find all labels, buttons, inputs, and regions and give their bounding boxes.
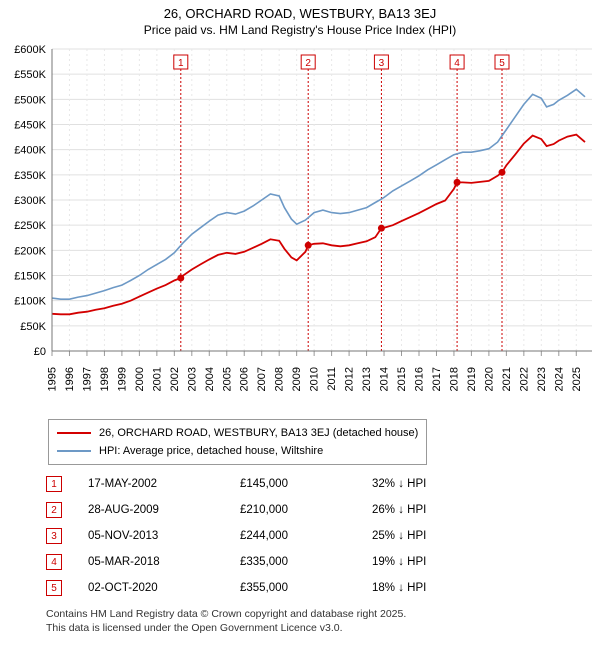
event-marker-box: 1 <box>46 476 62 492</box>
svg-text:2005: 2005 <box>221 367 233 391</box>
events-table: 1 17-MAY-2002 £145,000 32% ↓ HPI 2 28-AUG-200… <box>46 471 590 601</box>
svg-text:1998: 1998 <box>99 367 111 391</box>
svg-text:2002: 2002 <box>169 367 181 391</box>
footer-line: This data is licensed under the Open Gov… <box>46 621 590 635</box>
svg-text:1995: 1995 <box>47 367 59 391</box>
svg-text:2019: 2019 <box>466 367 478 391</box>
svg-text:1: 1 <box>178 58 184 69</box>
svg-text:2013: 2013 <box>361 367 373 391</box>
event-price: £355,000 <box>240 582 350 594</box>
footer-line: Contains HM Land Registry data © Crown c… <box>46 607 590 621</box>
svg-text:£550K: £550K <box>14 69 46 81</box>
event-row: 4 05-MAR-2018 £335,000 19% ↓ HPI <box>46 549 590 575</box>
event-row: 2 28-AUG-2009 £210,000 26% ↓ HPI <box>46 497 590 523</box>
svg-text:1996: 1996 <box>64 367 76 391</box>
event-row: 5 02-OCT-2020 £355,000 18% ↓ HPI <box>46 575 590 601</box>
legend-swatch-property <box>57 432 91 434</box>
svg-text:2004: 2004 <box>204 367 216 391</box>
svg-text:£100K: £100K <box>14 296 46 308</box>
svg-text:2001: 2001 <box>151 367 163 391</box>
page: 26, ORCHARD ROAD, WESTBURY, BA13 3EJ Pri… <box>0 0 600 635</box>
svg-text:£500K: £500K <box>14 94 46 106</box>
svg-text:4: 4 <box>454 58 460 69</box>
svg-text:2000: 2000 <box>134 367 146 391</box>
event-date: 05-MAR-2018 <box>88 556 218 568</box>
svg-text:2015: 2015 <box>396 367 408 391</box>
svg-text:£450K: £450K <box>14 120 46 132</box>
svg-text:£400K: £400K <box>14 145 46 157</box>
event-delta: 25% ↓ HPI <box>372 530 492 542</box>
svg-text:2: 2 <box>305 58 311 69</box>
event-delta: 18% ↓ HPI <box>372 582 492 594</box>
event-marker-box: 3 <box>46 528 62 544</box>
event-delta: 32% ↓ HPI <box>372 478 492 490</box>
page-title: 26, ORCHARD ROAD, WESTBURY, BA13 3EJ <box>0 6 600 21</box>
event-price: £244,000 <box>240 530 350 542</box>
svg-text:1997: 1997 <box>81 367 93 391</box>
svg-text:2020: 2020 <box>483 367 495 391</box>
svg-text:3: 3 <box>379 58 385 69</box>
event-price: £210,000 <box>240 504 350 516</box>
svg-text:2017: 2017 <box>431 367 443 391</box>
svg-text:2014: 2014 <box>379 367 391 391</box>
svg-text:5: 5 <box>499 58 505 69</box>
svg-text:2007: 2007 <box>256 367 268 391</box>
svg-text:2016: 2016 <box>414 367 426 391</box>
event-price: £335,000 <box>240 556 350 568</box>
event-price: £145,000 <box>240 478 350 490</box>
page-subtitle: Price paid vs. HM Land Registry's House … <box>0 23 600 37</box>
svg-text:2012: 2012 <box>344 367 356 391</box>
svg-text:2022: 2022 <box>518 367 530 391</box>
svg-text:£350K: £350K <box>14 170 46 182</box>
svg-text:2003: 2003 <box>186 367 198 391</box>
svg-text:1999: 1999 <box>116 367 128 391</box>
footer: Contains HM Land Registry data © Crown c… <box>46 607 590 635</box>
svg-text:£300K: £300K <box>14 195 46 207</box>
svg-text:2024: 2024 <box>553 367 565 391</box>
legend-row: 26, ORCHARD ROAD, WESTBURY, BA13 3EJ (de… <box>57 424 418 442</box>
event-marker-box: 2 <box>46 502 62 518</box>
svg-text:2025: 2025 <box>571 367 583 391</box>
event-date: 17-MAY-2002 <box>88 478 218 490</box>
svg-text:£150K: £150K <box>14 271 46 283</box>
legend-label: HPI: Average price, detached house, Wilt… <box>99 445 323 457</box>
event-marker-box: 5 <box>46 580 62 596</box>
svg-text:2023: 2023 <box>536 367 548 391</box>
legend-row: HPI: Average price, detached house, Wilt… <box>57 442 418 460</box>
svg-text:2011: 2011 <box>326 367 338 391</box>
svg-text:£200K: £200K <box>14 245 46 257</box>
svg-text:2010: 2010 <box>309 367 321 391</box>
event-delta: 19% ↓ HPI <box>372 556 492 568</box>
svg-text:2018: 2018 <box>448 367 460 391</box>
event-date: 02-OCT-2020 <box>88 582 218 594</box>
event-date: 05-NOV-2013 <box>88 530 218 542</box>
svg-text:£0: £0 <box>34 346 46 358</box>
event-row: 3 05-NOV-2013 £244,000 25% ↓ HPI <box>46 523 590 549</box>
legend: 26, ORCHARD ROAD, WESTBURY, BA13 3EJ (de… <box>48 419 427 465</box>
event-row: 1 17-MAY-2002 £145,000 32% ↓ HPI <box>46 471 590 497</box>
event-marker-box: 4 <box>46 554 62 570</box>
legend-swatch-hpi <box>57 450 91 452</box>
chart-svg: £0 £50K £100K £150K £200K £250K £300K £350K £400… <box>0 41 600 411</box>
event-date: 28-AUG-2009 <box>88 504 218 516</box>
svg-text:2021: 2021 <box>501 367 513 391</box>
titles: 26, ORCHARD ROAD, WESTBURY, BA13 3EJ Pri… <box>0 0 600 37</box>
svg-text:£50K: £50K <box>20 321 46 333</box>
svg-text:£600K: £600K <box>14 44 46 56</box>
chart: £0 £50K £100K £150K £200K £250K £300K £350K £400… <box>0 41 600 411</box>
svg-text:£250K: £250K <box>14 220 46 232</box>
svg-text:2009: 2009 <box>291 367 303 391</box>
event-delta: 26% ↓ HPI <box>372 504 492 516</box>
legend-label: 26, ORCHARD ROAD, WESTBURY, BA13 3EJ (de… <box>99 427 418 439</box>
svg-text:2006: 2006 <box>239 367 251 391</box>
svg-text:2008: 2008 <box>274 367 286 391</box>
